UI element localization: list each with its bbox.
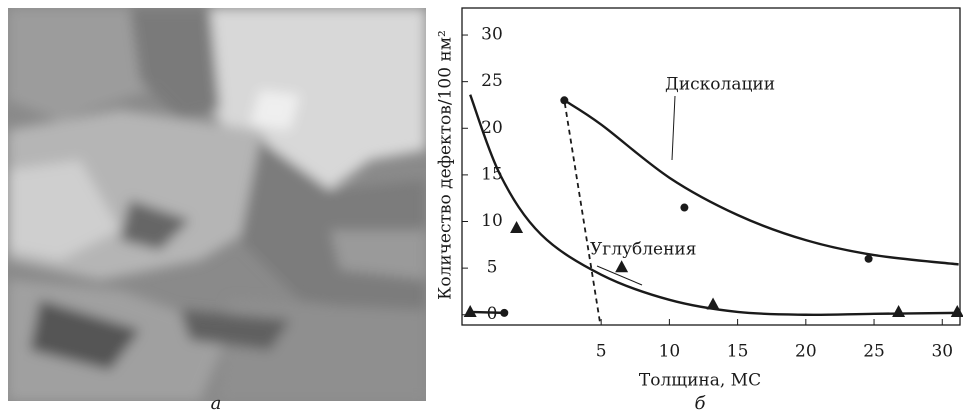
image-label: а (211, 393, 222, 414)
y-tick-label: 20 (481, 118, 503, 138)
annotation-leader (671, 95, 676, 161)
triangle-point (463, 304, 477, 317)
circle-point (864, 254, 873, 263)
stm-image (8, 8, 426, 401)
triangle-point (615, 260, 629, 273)
x-tick-label: 5 (596, 342, 607, 362)
series-annotation: Дисколации (665, 75, 775, 95)
triangle-point (892, 304, 906, 317)
circle-point (500, 308, 509, 317)
y-tick-label: 0 (487, 304, 498, 324)
triangle-point (706, 297, 720, 310)
x-tick-label: 20 (795, 342, 817, 362)
fit-curve (470, 310, 505, 315)
y-tick-label: 25 (481, 71, 503, 91)
plot-frame (461, 7, 961, 326)
x-tick-label: 10 (659, 342, 681, 362)
panel-label: б (695, 393, 707, 414)
x-tick-label: 30 (931, 342, 953, 362)
triangle-point (950, 304, 963, 317)
y-tick-label: 5 (487, 258, 498, 278)
fit-curve (563, 100, 601, 322)
triangle-point (510, 221, 524, 234)
fit-curve (469, 94, 959, 317)
y-tick-label: 10 (481, 211, 503, 231)
fit-curve (563, 99, 959, 266)
x-tick-label: 15 (727, 342, 749, 362)
x-tick-label: 25 (863, 342, 885, 362)
circle-point (560, 96, 569, 105)
y-tick-label: 30 (481, 25, 503, 45)
y-axis-label: Количество дефектов/100 нм² (436, 30, 456, 300)
circle-point (680, 203, 689, 212)
x-axis-label: Толщина, МС (639, 371, 761, 391)
annotation-leader (596, 265, 643, 286)
series-annotation: Углубления (590, 240, 696, 260)
